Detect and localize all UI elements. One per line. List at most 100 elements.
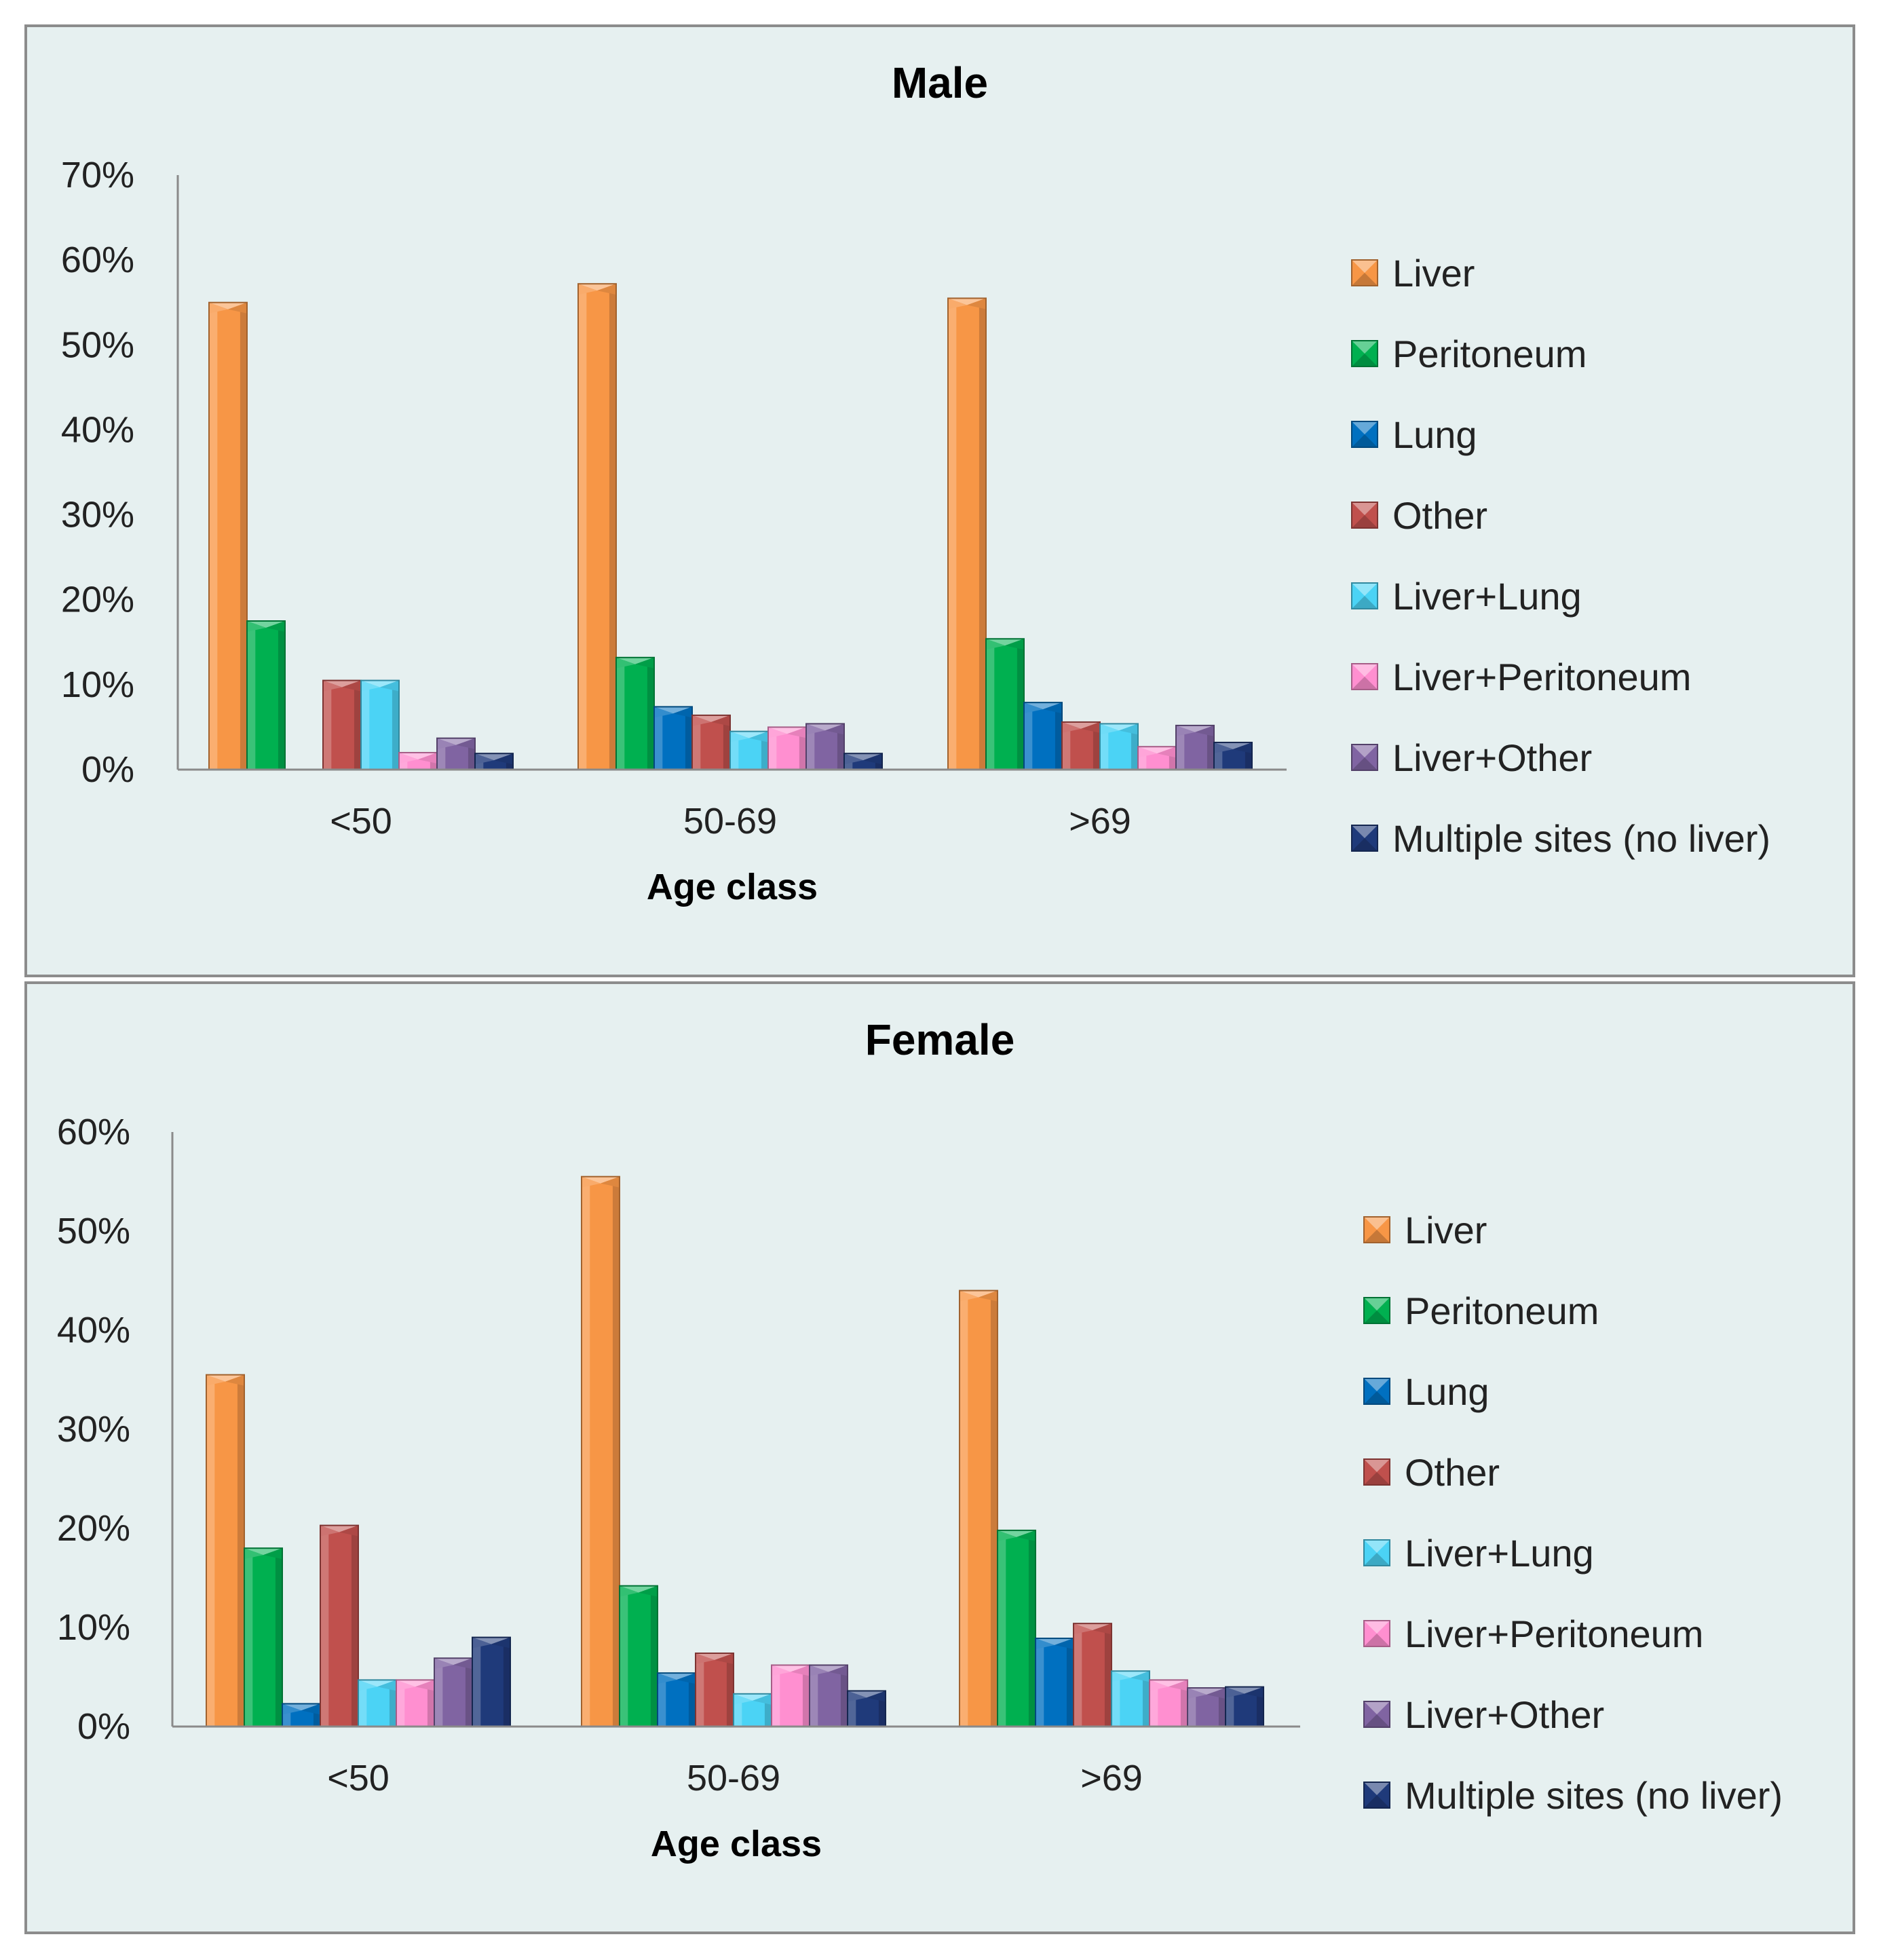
female-legend-label: Liver	[1405, 1209, 1487, 1251]
male-bar-peritoneum-over-69	[985, 638, 1025, 771]
female-bar-peritoneum-over-69	[997, 1529, 1036, 1727]
female-bar-liver-other-over-69	[1187, 1687, 1226, 1728]
male-y-tick-label: 0%	[81, 749, 134, 790]
male-legend-item-liver-other: Liver+Other	[1351, 736, 1592, 779]
female-bar-liver-50-69	[581, 1175, 620, 1727]
male-bar-liver-peritoneum-under-50	[398, 751, 438, 771]
female-x-axis-title: Age class	[651, 1824, 822, 1864]
female-bar-liver-over-69	[959, 1289, 998, 1728]
female-legend-swatch	[1363, 1539, 1390, 1566]
female-bar-liver-lung-over-69	[1111, 1670, 1150, 1727]
male-bar-liver-over-69	[947, 297, 987, 770]
female-bar-other-under-50	[320, 1524, 359, 1727]
female-bar-multiple-sites-no-liver-under-50	[472, 1636, 511, 1727]
male-legend-item-liver-lung: Liver+Lung	[1351, 575, 1582, 618]
male-legend-label: Liver+Lung	[1392, 575, 1582, 618]
male-y-tick-label: 20%	[61, 580, 134, 620]
male-legend-item-liver: Liver	[1351, 252, 1475, 295]
male-legend-swatch	[1351, 663, 1378, 690]
female-legend-label: Liver+Peritoneum	[1405, 1613, 1703, 1655]
male-chart: Male 0% 10% 20% 30% 40% 50% 60% 70% <50 50-69 >69 Ag…	[61, 58, 1770, 907]
female-y-tick-label: 0%	[77, 1706, 130, 1747]
female-legend-swatch	[1363, 1458, 1390, 1486]
male-bar-multiple-sites-no-liver-over-69	[1213, 741, 1253, 771]
male-x-tick-label: >69	[1069, 801, 1131, 842]
female-legend-swatch	[1363, 1297, 1390, 1324]
male-chart-title: Male	[892, 58, 988, 107]
male-bar-other-over-69	[1061, 721, 1101, 770]
female-legend-item-peritoneum: Peritoneum	[1363, 1289, 1599, 1332]
female-bar-multiple-sites-no-liver-over-69	[1225, 1686, 1264, 1727]
male-bar-liver-peritoneum-over-69	[1137, 746, 1177, 770]
female-x-tick-label: <50	[327, 1758, 390, 1798]
male-legend-item-multiple-sites-no-liver: Multiple sites (no liver)	[1351, 817, 1770, 860]
female-legend-item-multiple-sites-no-liver: Multiple sites (no liver)	[1363, 1774, 1783, 1817]
male-bar-liver-other-50-69	[805, 723, 845, 770]
female-bar-liver-peritoneum-under-50	[396, 1679, 435, 1728]
female-bar-liver-peritoneum-over-69	[1149, 1679, 1188, 1728]
female-legend-label: Other	[1405, 1451, 1500, 1494]
male-legend-swatch	[1351, 340, 1378, 367]
male-bar-liver-lung-over-69	[1099, 723, 1139, 770]
male-bar-liver-50-69	[577, 283, 617, 770]
male-legend-item-peritoneum: Peritoneum	[1351, 333, 1587, 375]
female-y-tick-label: 40%	[57, 1310, 130, 1351]
male-legend-swatch	[1351, 744, 1378, 771]
male-bar-multiple-sites-no-liver-under-50	[474, 753, 514, 771]
female-bar-other-50-69	[695, 1652, 734, 1728]
female-legend-item-liver: Liver	[1363, 1209, 1487, 1251]
female-legend-label: Liver+Other	[1405, 1693, 1604, 1736]
female-legend-swatch	[1363, 1620, 1390, 1647]
female-legend-label: Multiple sites (no liver)	[1405, 1774, 1783, 1817]
male-legend-swatch	[1351, 421, 1378, 448]
female-y-tick-label: 20%	[57, 1508, 130, 1549]
male-y-tick-label: 30%	[61, 495, 134, 535]
female-legend-item-liver-other: Liver+Other	[1363, 1693, 1604, 1736]
female-y-tick-label: 30%	[57, 1409, 130, 1450]
female-x-tick-label: 50-69	[687, 1758, 780, 1798]
male-x-axis-title: Age class	[647, 867, 818, 907]
female-legend-label: Liver+Lung	[1405, 1532, 1594, 1575]
male-bar-other-50-69	[691, 714, 731, 770]
male-y-tick-label: 40%	[61, 409, 134, 450]
male-bar-multiple-sites-no-liver-50-69	[843, 753, 883, 771]
male-legend-label: Other	[1392, 494, 1487, 537]
male-chart-panel: Male 0% 10% 20% 30% 40% 50% 60% 70% <50 50-69 >69 Ag…	[24, 24, 1855, 977]
female-y-tick-label: 10%	[57, 1607, 130, 1648]
female-bar-lung-over-69	[1035, 1638, 1074, 1727]
female-chart: Female 0% 10% 20% 30% 40% 50% 60% <50 50-69 >69 Age…	[57, 1015, 1783, 1864]
female-bar-liver-other-under-50	[434, 1657, 473, 1728]
male-legend-label: Lung	[1392, 413, 1477, 456]
female-bar-liver-under-50	[206, 1374, 245, 1727]
male-legend-label: Liver+Other	[1392, 736, 1592, 779]
male-y-tick-label: 60%	[61, 240, 134, 280]
male-legend-swatch	[1351, 582, 1378, 609]
male-bar-lung-50-69	[653, 706, 693, 770]
male-legend-item-liver-peritoneum: Liver+Peritoneum	[1351, 656, 1691, 698]
male-bar-liver-other-over-69	[1175, 724, 1215, 770]
female-bar-peritoneum-50-69	[619, 1585, 658, 1727]
female-legend-label: Peritoneum	[1405, 1289, 1599, 1332]
male-bar-liver-other-under-50	[436, 737, 476, 770]
female-bar-liver-lung-50-69	[733, 1693, 772, 1727]
male-legend-label: Multiple sites (no liver)	[1392, 817, 1770, 860]
female-bar-liver-lung-under-50	[358, 1679, 397, 1728]
female-legend-item-liver-peritoneum: Liver+Peritoneum	[1363, 1613, 1703, 1655]
female-legend-swatch	[1363, 1782, 1390, 1809]
female-legend-label: Lung	[1405, 1370, 1489, 1413]
female-y-tick-label: 60%	[57, 1112, 130, 1152]
male-legend-swatch	[1351, 502, 1378, 529]
male-bar-peritoneum-50-69	[615, 656, 655, 770]
female-legend-swatch	[1363, 1701, 1390, 1728]
female-y-tick-label: 50%	[57, 1211, 130, 1251]
male-bar-liver-lung-50-69	[729, 730, 769, 770]
female-legend-item-other: Other	[1363, 1451, 1500, 1494]
male-legend-label: Liver	[1392, 252, 1475, 295]
male-y-tick-label: 10%	[61, 664, 134, 705]
male-y-tick-label: 70%	[61, 155, 134, 195]
female-bar-other-over-69	[1073, 1623, 1112, 1727]
female-bar-peritoneum-under-50	[244, 1547, 283, 1727]
female-bar-lung-50-69	[657, 1672, 696, 1727]
male-bar-lung-over-69	[1023, 702, 1063, 770]
female-bar-liver-other-50-69	[809, 1664, 848, 1727]
